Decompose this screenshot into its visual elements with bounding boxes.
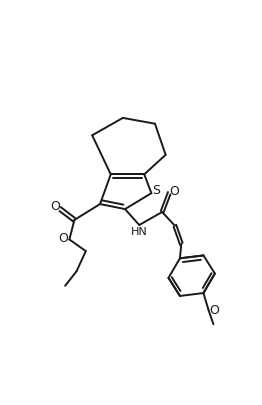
Text: O: O [209,303,219,316]
Text: O: O [169,184,179,197]
Text: O: O [50,200,60,213]
Text: O: O [58,232,68,245]
Text: S: S [152,183,160,196]
Text: HN: HN [131,226,148,236]
